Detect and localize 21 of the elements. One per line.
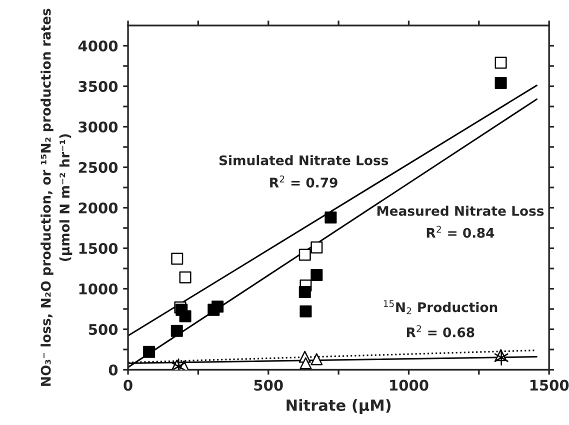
- y-tick-label: 2500: [78, 162, 118, 173]
- y-tick-label: 2000: [78, 202, 118, 214]
- y-tick-label: 1000: [79, 283, 118, 294]
- x-tick-label: 500: [254, 380, 283, 391]
- annotation: R$^{2}$ = 0.84: [426, 226, 494, 238]
- annotation: $^{15}$N$_{2}$ Production: [384, 300, 498, 314]
- y-tick-label: 500: [88, 324, 118, 335]
- y-tick-label: 1500: [79, 242, 118, 254]
- x-tick-label: 1500: [530, 380, 569, 391]
- x-tick-label: 0: [124, 380, 132, 391]
- y-tick-label: 0: [108, 364, 118, 376]
- annotation: R$^{2}$ = 0.79: [270, 175, 338, 188]
- y-axis-title: NO₃⁻ loss, N₂O production, or ¹⁵N₂ production rates (μmol N m⁻² hr⁻¹): [40, 8, 72, 386]
- y-tick-label: 3500: [78, 80, 118, 92]
- annotation: Simulated Nitrate Loss: [219, 155, 388, 166]
- x-axis-title: Nitrate (μM): [286, 399, 391, 414]
- annotation: R$^{2}$ = 0.68: [406, 325, 474, 338]
- annotation: Measured Nitrate Loss: [377, 206, 544, 216]
- x-tick-label: 1000: [390, 380, 428, 391]
- y-tick-label: 3000: [78, 121, 118, 132]
- y-tick-label: 4000: [78, 40, 118, 52]
